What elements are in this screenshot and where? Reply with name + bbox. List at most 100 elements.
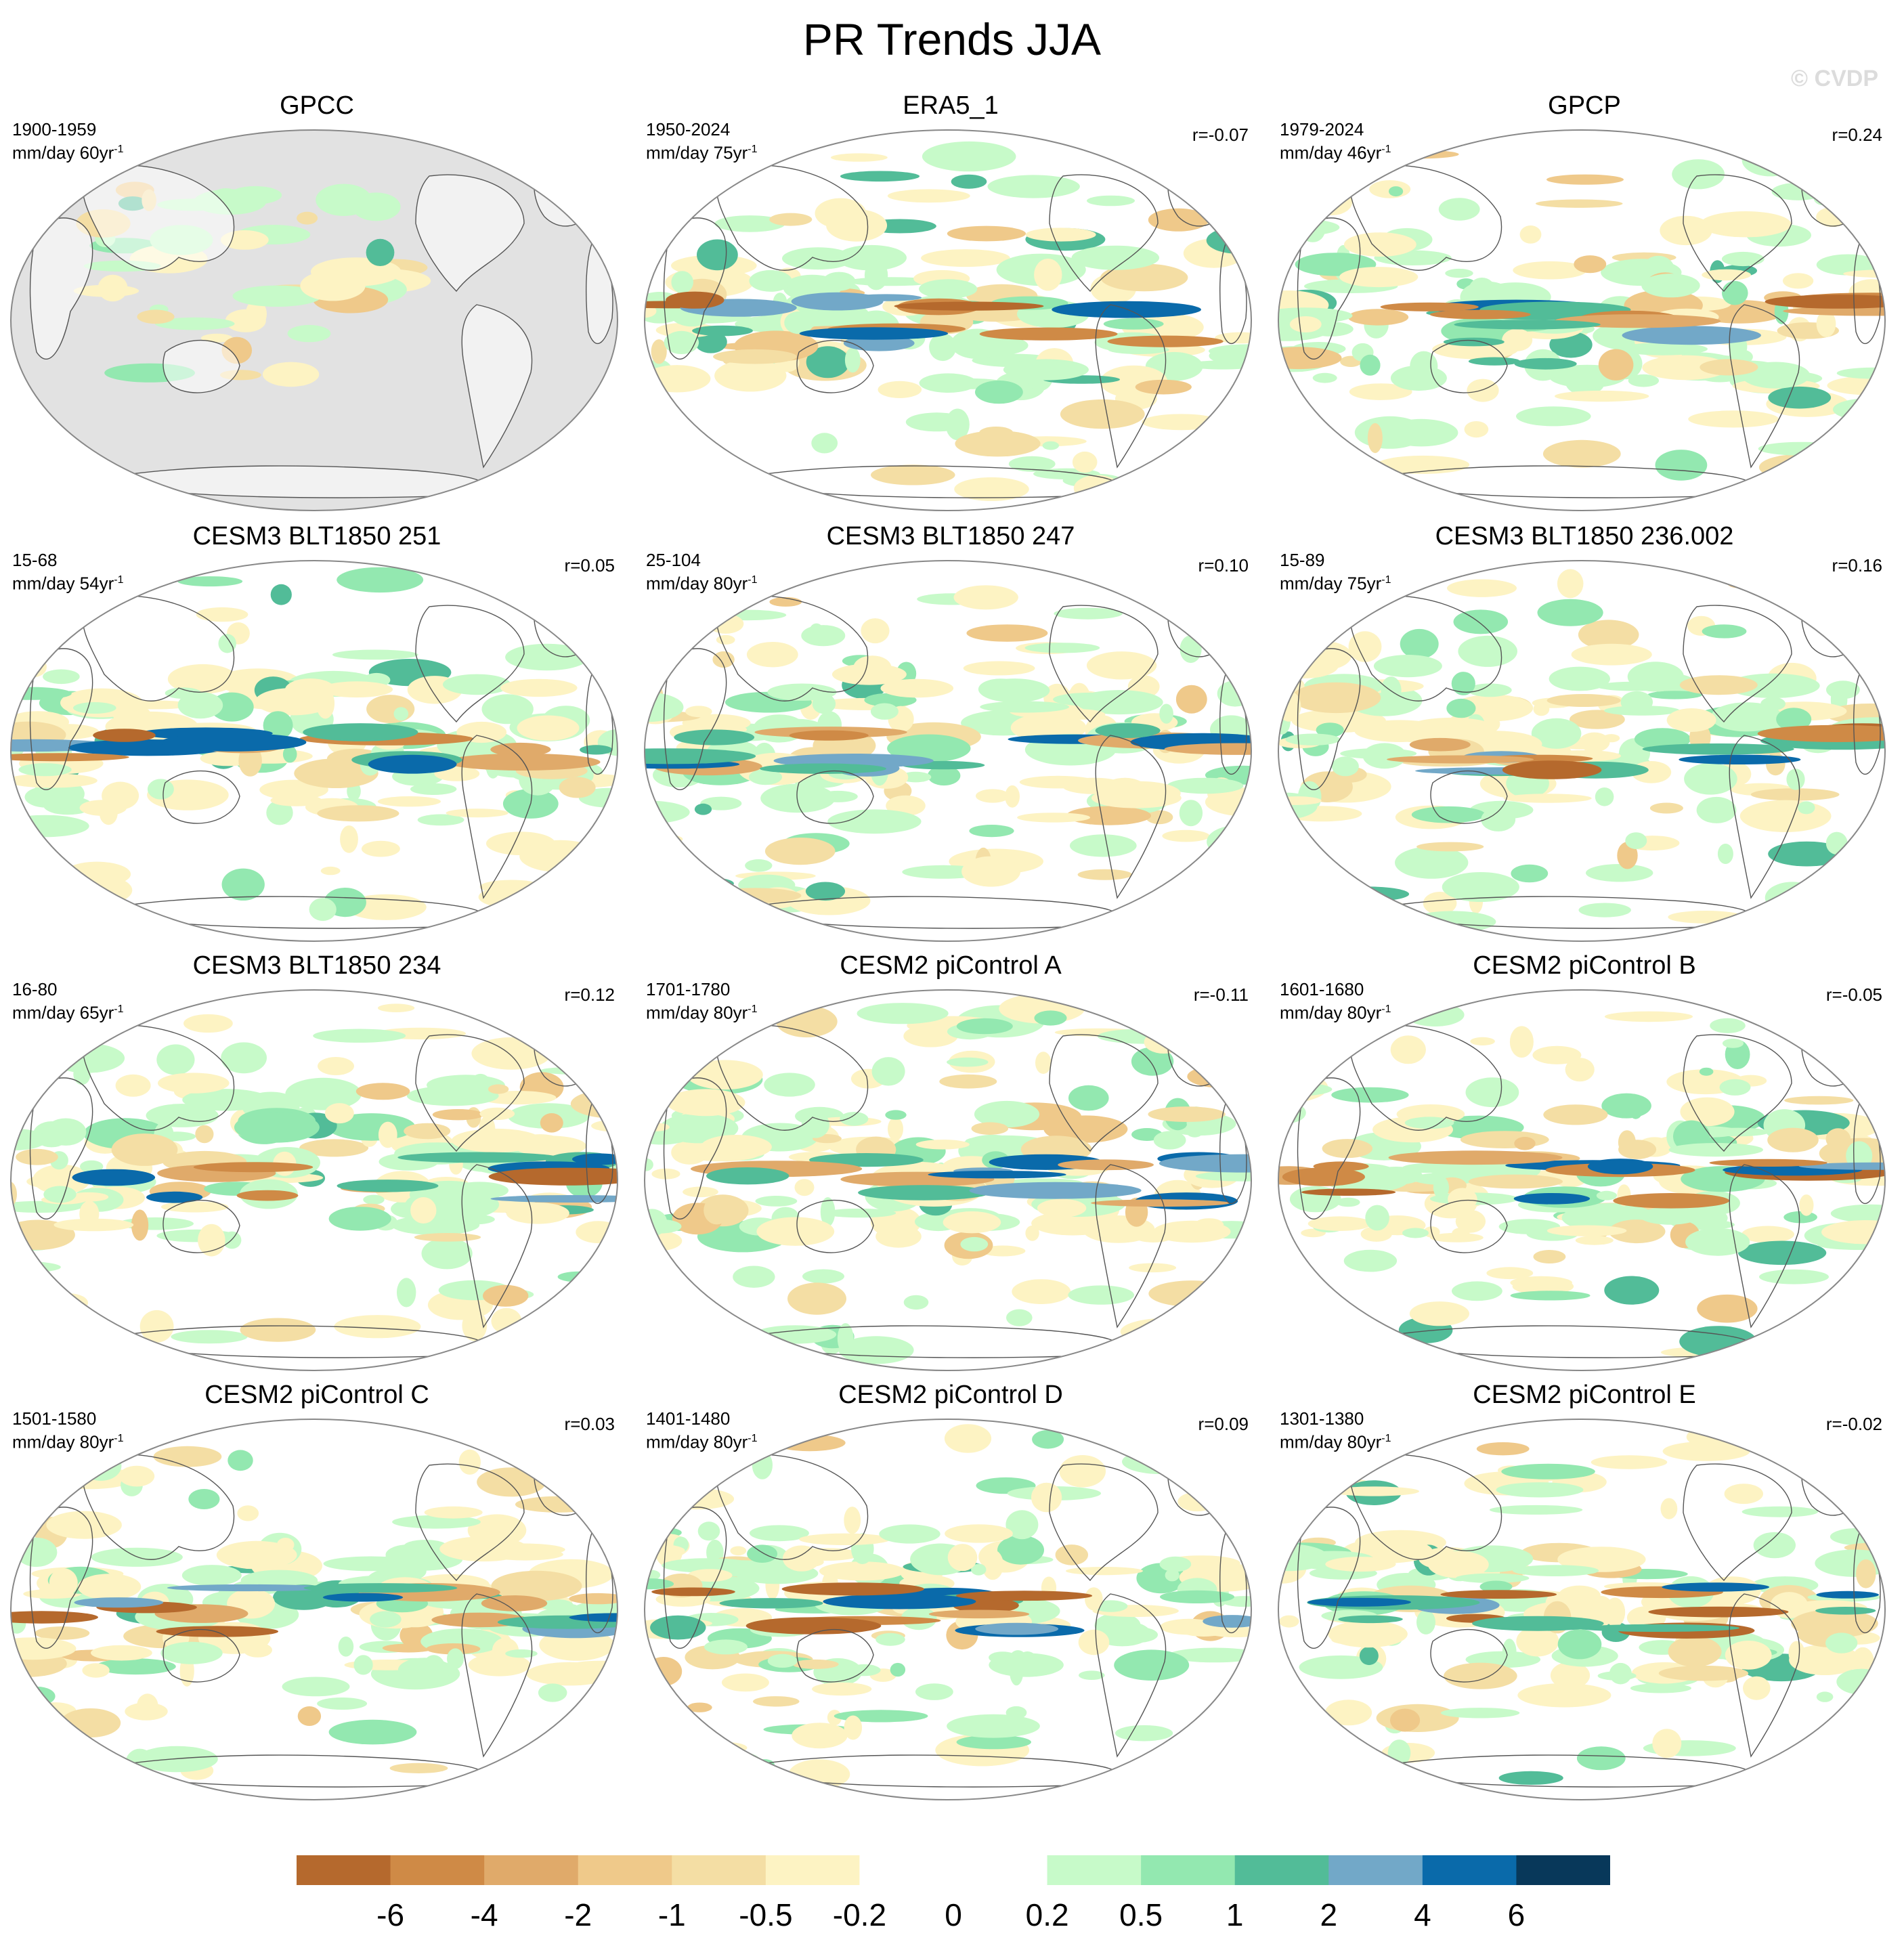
anomaly-region <box>1452 1228 1470 1239</box>
anomaly-region <box>218 634 236 653</box>
anomaly-region <box>756 1217 835 1246</box>
anomaly-region <box>1783 1457 1874 1473</box>
continent-outline <box>796 770 874 824</box>
anomaly-region <box>1072 451 1098 473</box>
panel-units-text: mm/day 80yr <box>1280 1002 1382 1023</box>
continent-outline <box>1297 1077 1361 1220</box>
anomaly-region <box>928 765 961 786</box>
anomaly-region <box>836 244 907 271</box>
anomaly-region <box>1331 1087 1409 1103</box>
anomaly-region <box>662 1488 735 1510</box>
anomaly-region <box>1194 1218 1224 1232</box>
panel-correlation: r=-0.05 <box>1825 985 1882 1005</box>
anomaly-region <box>1091 1199 1230 1207</box>
anomaly-region <box>697 239 738 271</box>
anomaly-region <box>1867 456 1885 473</box>
anomaly-region <box>1279 1615 1299 1628</box>
anomaly-region <box>95 1658 176 1675</box>
anomaly-region <box>297 1706 322 1726</box>
anomaly-region <box>397 1152 558 1163</box>
anomaly-region <box>236 1190 299 1201</box>
anomaly-region <box>1642 743 1794 755</box>
anomaly-region <box>98 274 128 302</box>
anomaly-region <box>1095 723 1161 738</box>
anomaly-region <box>1325 1700 1372 1726</box>
anomaly-region <box>1557 1629 1602 1660</box>
continent-outline <box>1683 1463 1792 1582</box>
anomaly-region <box>1741 362 1810 389</box>
panel-correlation: r=-0.07 <box>1192 125 1249 145</box>
anomaly-region <box>716 634 735 645</box>
anomaly-region <box>167 1584 330 1592</box>
map-border <box>1278 989 1886 1371</box>
anomaly-region <box>43 1737 87 1753</box>
anomaly-region <box>997 1535 1044 1565</box>
anomaly-region <box>1006 1309 1033 1326</box>
anomaly-region <box>1175 685 1207 714</box>
anomaly-region <box>974 1100 1040 1128</box>
anomaly-region <box>282 745 297 763</box>
anomaly-region <box>580 745 613 755</box>
panel-title: CESM2 piControl A <box>840 951 1062 980</box>
anomaly-region <box>1144 1031 1184 1054</box>
anomaly-region <box>320 681 393 698</box>
anomaly-region <box>894 301 1044 311</box>
anomaly-region <box>417 814 464 826</box>
anomaly-region <box>1555 390 1649 402</box>
anomaly-region <box>971 1563 987 1576</box>
anomaly-region <box>1546 1225 1627 1236</box>
panel-units: mm/day 80yr-1 <box>646 570 758 594</box>
anomaly-region <box>1498 1219 1561 1234</box>
anomaly-region <box>1771 182 1825 200</box>
continent-outline <box>81 1454 235 1560</box>
anomaly-region <box>1574 255 1607 274</box>
anomaly-region <box>1511 864 1549 883</box>
anomaly-region <box>1066 1567 1143 1576</box>
anomaly-region <box>661 1756 714 1772</box>
panel-units: mm/day 75yr-1 <box>1280 570 1391 594</box>
anomaly-region <box>338 1637 354 1657</box>
continent-outline <box>1349 1024 1502 1131</box>
anomaly-region <box>1107 335 1224 347</box>
anomaly-region <box>783 1545 821 1572</box>
map-panel: CESM2 piControl C 1501-1580 mm/day 80yr-1 r… <box>0 1380 634 1807</box>
map <box>644 560 1252 942</box>
anomaly-region <box>1489 1505 1583 1515</box>
anomaly-region <box>1788 1641 1805 1666</box>
anomaly-region <box>1481 807 1516 831</box>
anomaly-region <box>704 1196 731 1225</box>
anomaly-region <box>1596 1190 1617 1201</box>
continent-outline <box>1349 1454 1502 1560</box>
continent-outline <box>163 1199 240 1253</box>
anomaly-region <box>1322 1139 1372 1159</box>
anomaly-region <box>755 1196 798 1207</box>
anomaly-region <box>1739 800 1832 832</box>
anomaly-region <box>478 579 524 593</box>
anomaly-region <box>262 362 320 387</box>
anomaly-region <box>1628 374 1660 387</box>
anomaly-region <box>674 877 734 890</box>
anomaly-region <box>1160 1590 1234 1603</box>
anomaly-region <box>664 330 699 354</box>
anomaly-region <box>294 758 378 788</box>
anomaly-region <box>720 591 739 603</box>
anomaly-region <box>82 1663 110 1678</box>
panel-period: 16-80 <box>12 979 58 999</box>
anomaly-region <box>1576 1746 1626 1771</box>
anomaly-region <box>1150 163 1236 175</box>
map-field <box>1278 990 1885 1370</box>
anomaly-region <box>1142 414 1221 431</box>
anomaly-region <box>1502 328 1533 351</box>
anomaly-region <box>1077 869 1132 880</box>
anomaly-region <box>366 238 395 266</box>
anomaly-region <box>1684 762 1737 795</box>
anomaly-region <box>1604 1276 1660 1305</box>
anomaly-region <box>1543 1104 1608 1125</box>
anomaly-region <box>228 1450 253 1471</box>
anomaly-region <box>352 192 401 221</box>
anomaly-region <box>1745 133 1825 165</box>
anomaly-region <box>118 1465 155 1487</box>
anomaly-region <box>1103 318 1164 330</box>
anomaly-region <box>1535 199 1623 208</box>
anomaly-region <box>1476 1442 1530 1456</box>
